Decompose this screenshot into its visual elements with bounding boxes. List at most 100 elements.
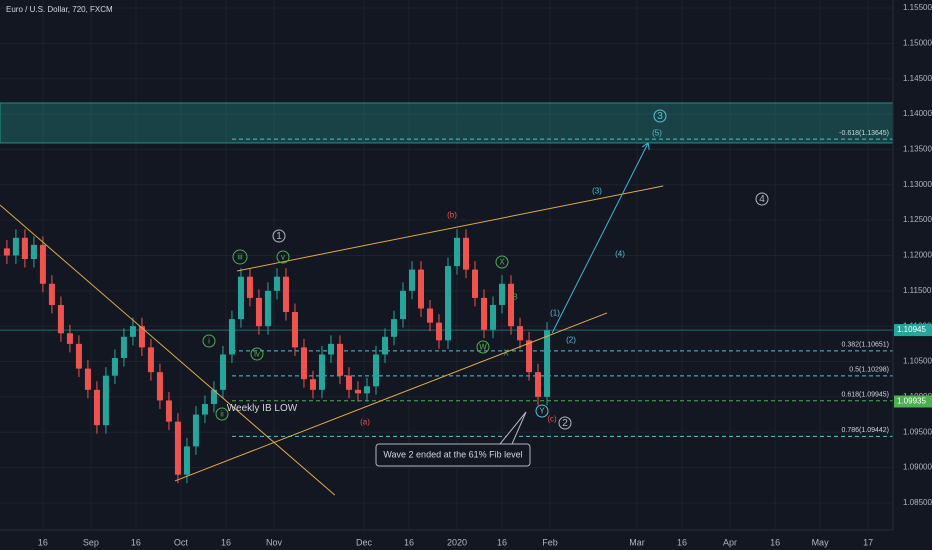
y-tick-label: 1.12500 bbox=[903, 215, 932, 224]
wave-label: 3 bbox=[657, 111, 663, 122]
candle-body bbox=[264, 290, 271, 327]
x-tick-label: Sep bbox=[83, 537, 99, 547]
wave-label: (4) bbox=[615, 250, 625, 259]
candle-body bbox=[102, 375, 109, 426]
y-tick-label: 1.13000 bbox=[903, 180, 932, 189]
fib-label: 0.786(1.09442) bbox=[842, 427, 889, 434]
wave-label: Y bbox=[539, 407, 545, 416]
wave-label: Weekly IB LOW bbox=[227, 403, 298, 414]
arrow-head bbox=[641, 142, 650, 151]
candle-body bbox=[417, 269, 424, 309]
candle-body bbox=[345, 375, 352, 390]
candle-body bbox=[463, 237, 470, 270]
x-tick-label: Oct bbox=[174, 537, 189, 547]
x-tick-label: 16 bbox=[404, 537, 414, 547]
wave-circle bbox=[653, 109, 667, 123]
wave-circle bbox=[232, 249, 248, 265]
wave-circle bbox=[272, 229, 286, 243]
candle-body bbox=[111, 358, 118, 376]
candle-body bbox=[30, 244, 37, 260]
candle-body bbox=[210, 389, 217, 404]
candle-body bbox=[390, 319, 397, 337]
candle-body bbox=[499, 283, 506, 305]
wave-label: X bbox=[499, 258, 505, 267]
x-tick-label: 2020 bbox=[447, 537, 467, 547]
callout-box bbox=[375, 443, 531, 467]
candle-body bbox=[363, 386, 370, 394]
wave-circle bbox=[558, 416, 572, 430]
x-tick-label: Feb bbox=[542, 537, 558, 547]
candle-body bbox=[156, 372, 163, 401]
wave-circle bbox=[535, 404, 549, 418]
wave-label: (2) bbox=[566, 336, 576, 345]
trendline bbox=[0, 204, 336, 496]
candle-body bbox=[454, 237, 461, 267]
fib-label: -0.618(1.13645) bbox=[839, 130, 889, 137]
candle-body bbox=[147, 347, 154, 373]
y-tick-label: 1.13500 bbox=[903, 145, 932, 154]
wave-circle bbox=[495, 255, 509, 269]
y-tick-label: 1.14500 bbox=[903, 74, 932, 83]
candle-body bbox=[354, 389, 361, 394]
candle-body bbox=[517, 326, 524, 341]
candle-body bbox=[372, 354, 379, 387]
candle-body bbox=[66, 333, 73, 344]
x-tick-label: Apr bbox=[723, 537, 737, 547]
candle-body bbox=[300, 347, 307, 380]
candle-body bbox=[309, 379, 316, 390]
x-tick-label: 16 bbox=[221, 537, 231, 547]
fib-label: 0.382(1.10651) bbox=[842, 342, 889, 349]
candle-body bbox=[336, 343, 343, 376]
x-tick-label: Nov bbox=[266, 537, 283, 547]
wave-label: 1 bbox=[276, 231, 282, 242]
candle-body bbox=[165, 400, 172, 422]
candle-body bbox=[291, 312, 298, 348]
x-tick-label: 16 bbox=[497, 537, 507, 547]
candle-body bbox=[481, 297, 488, 330]
y-tick-label: 1.11500 bbox=[903, 286, 932, 295]
y-tick-label: 1.15500 bbox=[903, 3, 932, 12]
candle-body bbox=[237, 276, 244, 320]
wave-circle bbox=[755, 192, 769, 206]
target-zone bbox=[0, 102, 894, 144]
wave-circle bbox=[215, 407, 229, 421]
wave-label: B bbox=[512, 293, 517, 302]
x-tick-label: Dec bbox=[356, 537, 373, 547]
candle-body bbox=[84, 368, 91, 390]
wave-circle bbox=[276, 250, 290, 264]
wave-label: (b) bbox=[447, 211, 457, 220]
candle-body bbox=[408, 269, 415, 291]
candle-body bbox=[445, 266, 452, 341]
candle-body bbox=[228, 319, 235, 355]
x-tick-label: 16 bbox=[38, 537, 48, 547]
candle-body bbox=[246, 276, 253, 298]
x-tick-label: 17 bbox=[863, 537, 873, 547]
candle-body bbox=[192, 414, 199, 447]
candle-body bbox=[508, 283, 515, 327]
wave-label: iv bbox=[254, 350, 260, 359]
candle-body bbox=[318, 354, 325, 390]
candle-body bbox=[219, 354, 226, 390]
candle-body bbox=[120, 336, 127, 359]
callout-pointer bbox=[499, 411, 527, 445]
candle-body bbox=[93, 389, 100, 426]
candle-body bbox=[57, 304, 64, 334]
trendline bbox=[174, 312, 608, 482]
candle-body bbox=[526, 340, 533, 373]
candle-body bbox=[327, 343, 334, 355]
x-tick-label: 16 bbox=[677, 537, 687, 547]
chart-title: Euro / U.S. Dollar, 720, FXCM bbox=[6, 5, 113, 14]
y-tick-label: 1.09500 bbox=[903, 427, 932, 436]
candle-body bbox=[255, 297, 262, 327]
candle-body bbox=[129, 326, 136, 337]
candle-body bbox=[12, 237, 19, 256]
candle-body bbox=[273, 276, 280, 291]
trendline bbox=[551, 142, 649, 334]
candle-body bbox=[426, 308, 433, 323]
y-tick-label: 1.15000 bbox=[903, 38, 932, 47]
candle-body bbox=[381, 336, 388, 355]
x-tick-label: 16 bbox=[131, 537, 141, 547]
candle-body bbox=[435, 322, 442, 341]
x-tick-label: 16 bbox=[770, 537, 780, 547]
